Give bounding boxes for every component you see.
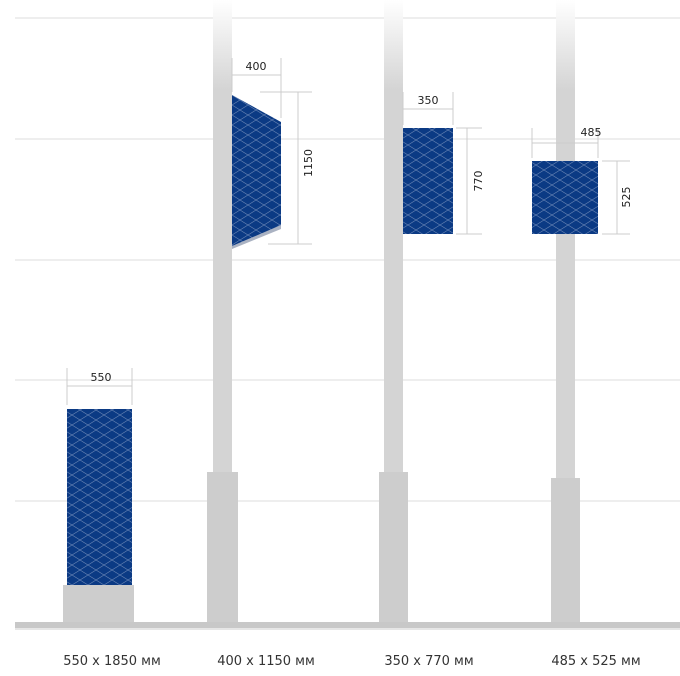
sign-3-width-dimension — [402, 92, 454, 125]
sign-3-pole-top — [384, 0, 403, 90]
sign-1: 550 — [63, 368, 134, 623]
ground-line — [15, 622, 680, 628]
sign-3-caption: 350 x 770 мм — [384, 654, 474, 669]
sign-3-height-dimension — [456, 127, 482, 235]
sign-4-height-dimension — [602, 160, 630, 235]
sign-1-panel-pattern — [67, 409, 132, 585]
sign-1-width-dimension — [66, 368, 133, 405]
sign-3-pole-base — [379, 472, 408, 623]
sign-1-base — [63, 585, 134, 623]
sign-2-panel-pattern — [232, 95, 281, 246]
sign-4-pole-top — [556, 0, 575, 90]
sign-3: 350 770 — [379, 0, 485, 623]
sign-2-width-label: 400 — [246, 60, 267, 73]
sign-2-panel-shadow — [232, 225, 281, 249]
sign-1-width-label: 550 — [91, 371, 112, 384]
sign-4-width-label: 485 — [581, 126, 602, 139]
sign-2-height-dimension — [260, 91, 312, 245]
sign-3-pole — [384, 90, 403, 472]
sign-1-caption: 550 x 1850 мм — [63, 654, 161, 669]
sign-4-panel-pattern — [532, 161, 598, 234]
sign-2: 400 1150 — [207, 0, 315, 623]
sign-2-height-label: 1150 — [302, 149, 315, 177]
sign-3-height-label: 770 — [472, 171, 485, 192]
sign-4-pole-base — [551, 478, 580, 623]
sign-4-caption: 485 x 525 мм — [551, 654, 641, 669]
sign-2-caption: 400 x 1150 мм — [217, 654, 315, 669]
sign-2-pole — [213, 90, 232, 472]
sign-4-width-dimension — [531, 128, 599, 158]
ground-shadow — [15, 628, 680, 630]
sign-4: 485 525 — [531, 0, 633, 623]
sign-4-pole — [556, 90, 575, 478]
sign-3-panel-pattern — [403, 128, 453, 234]
sign-2-pole-top — [213, 0, 232, 90]
sign-2-width-dimension — [231, 58, 282, 118]
sign-2-pole-base — [207, 472, 238, 623]
sign-3-width-label: 350 — [418, 94, 439, 107]
sign-4-height-label: 525 — [620, 187, 633, 208]
